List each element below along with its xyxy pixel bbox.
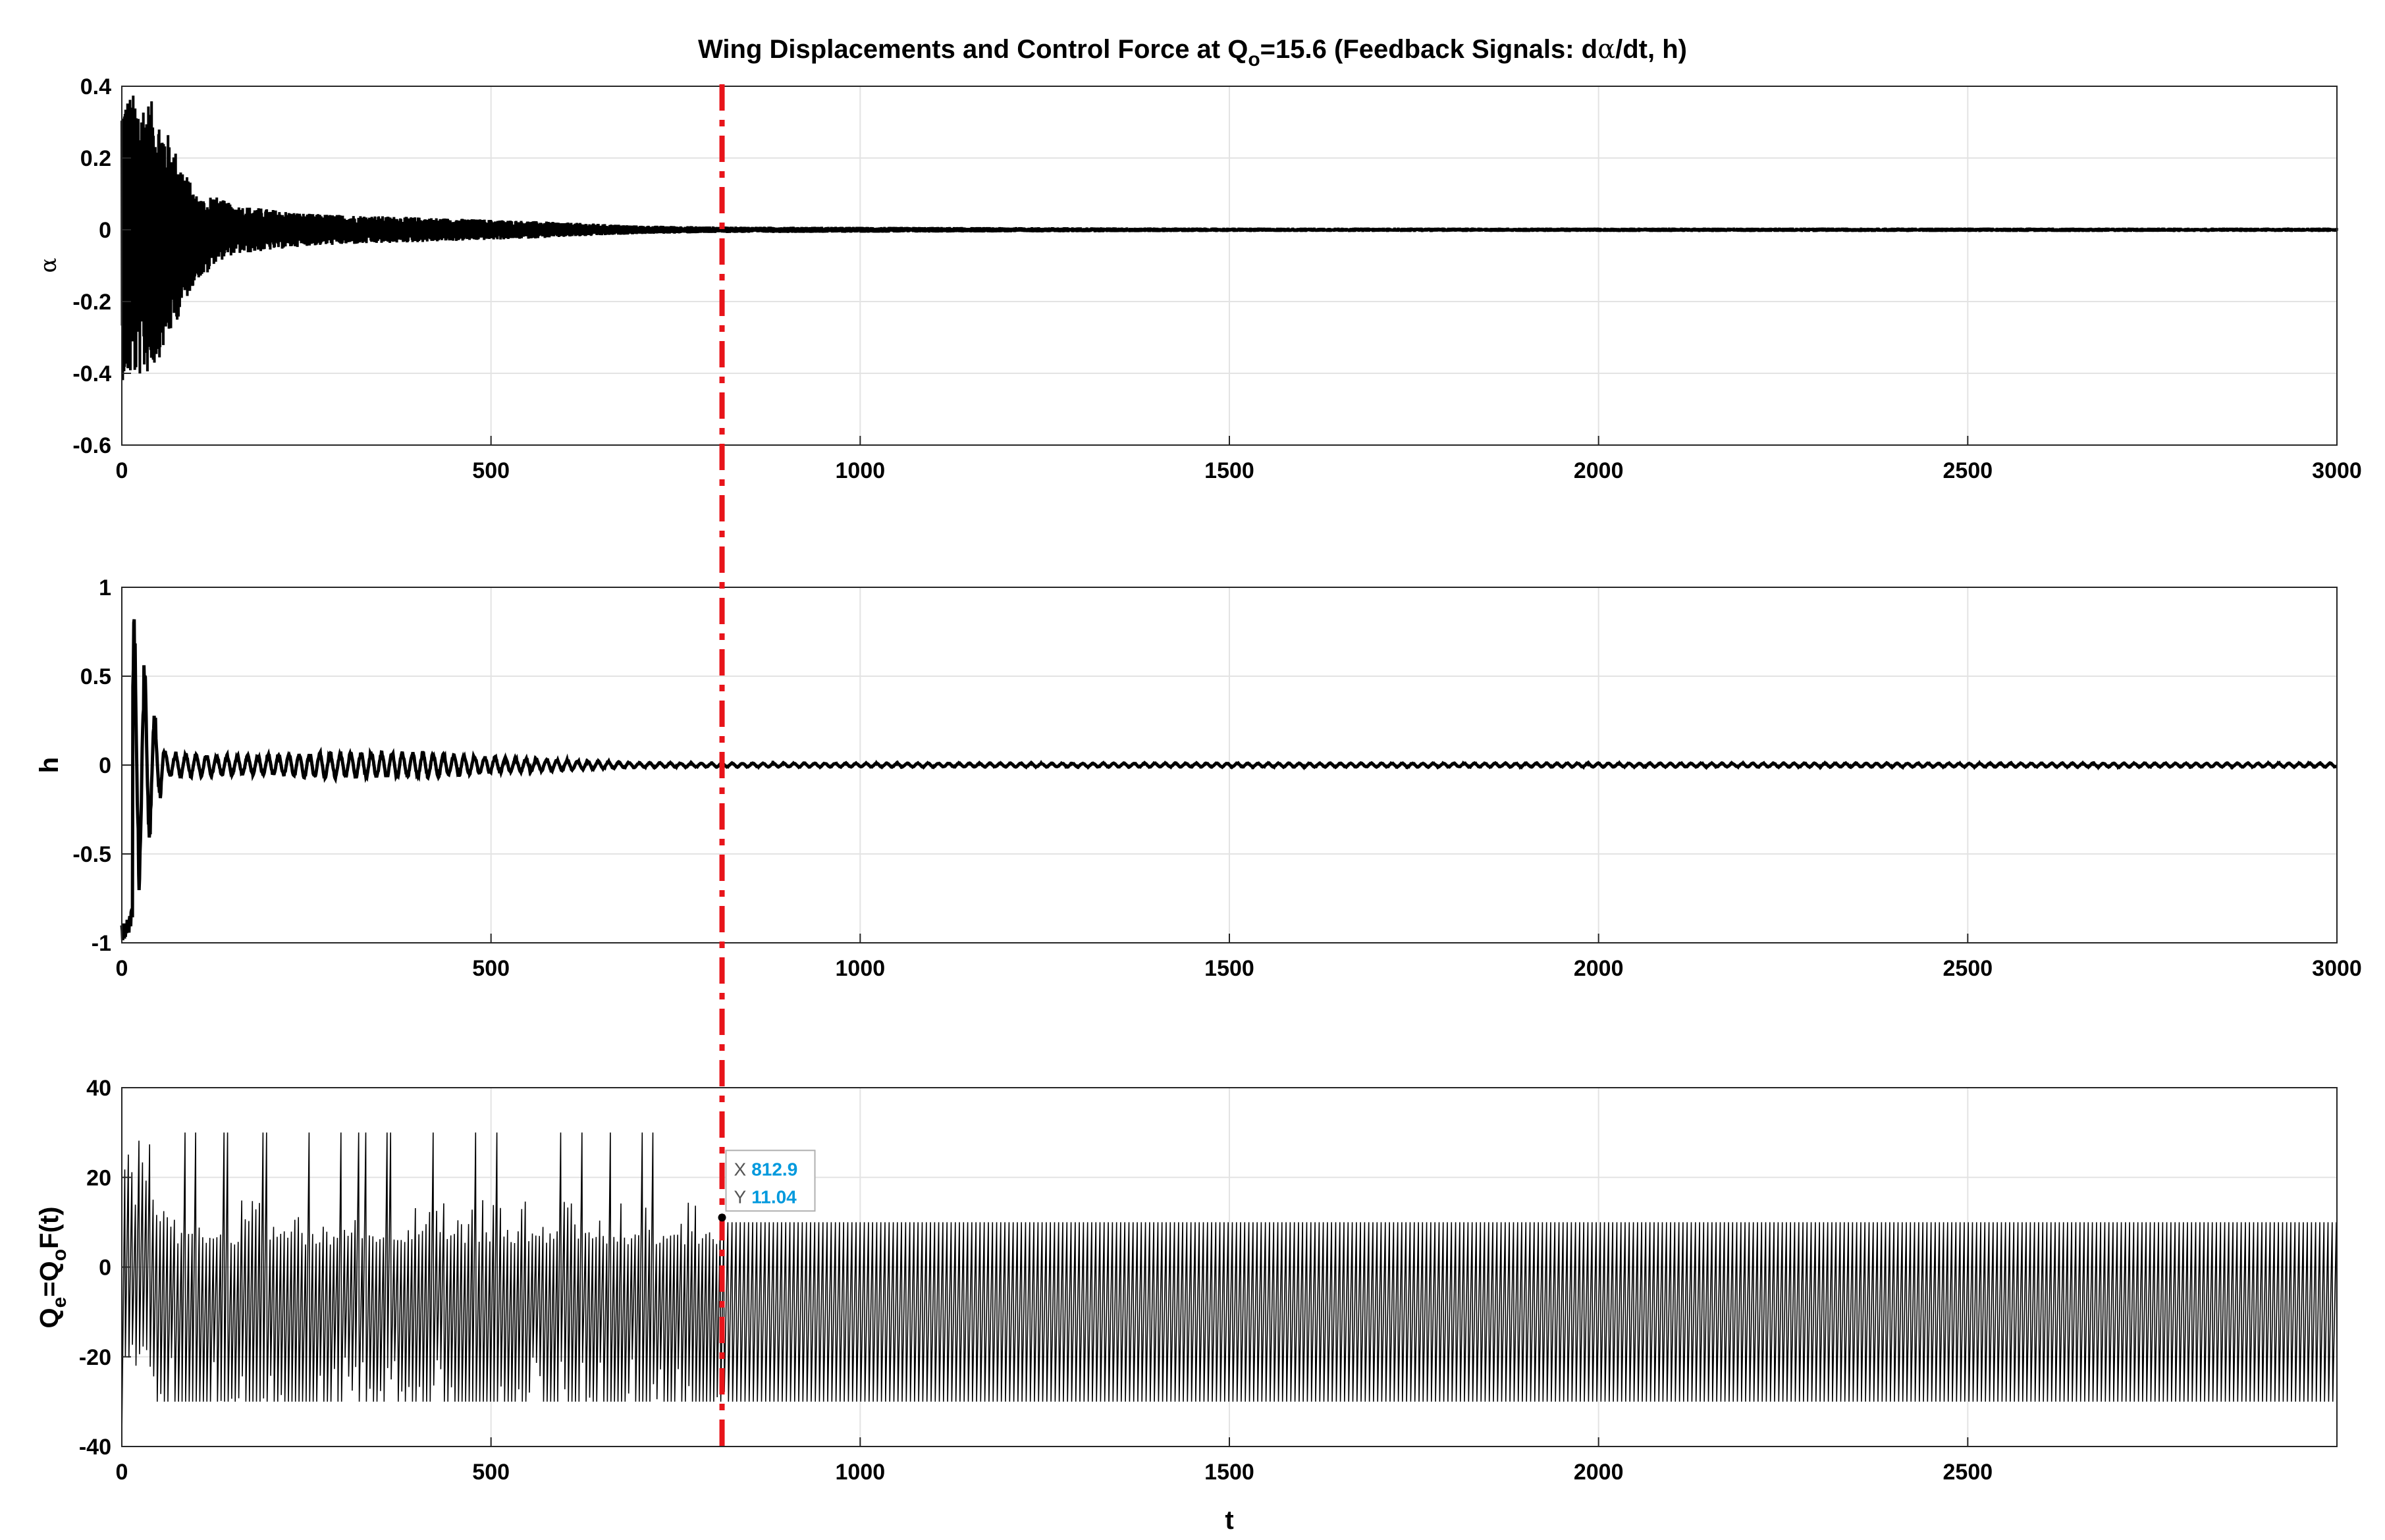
x-tick-label: 500 — [472, 458, 510, 483]
y-tick-label: -0.2 — [72, 290, 111, 315]
datatip[interactable]: X 812.9 Y 11.04 — [718, 1150, 816, 1222]
h-trace — [120, 619, 2338, 941]
y-tick-label: 0.2 — [80, 146, 111, 171]
y-tick-label: 40 — [86, 1076, 111, 1101]
x-tick-label: 2000 — [1574, 956, 1624, 981]
y-tick-label: -20 — [79, 1345, 111, 1370]
alpha-subplot: 0 500 1000 1500 2000 2500 3000 0.4 0.2 0 -0.2 -0.4… — [36, 74, 2362, 483]
x-tick-label: 1500 — [1204, 956, 1254, 981]
y-tick-label: -0.5 — [72, 842, 111, 867]
force-x-label: t — [1225, 1506, 1233, 1535]
alpha-y-label: α — [36, 257, 62, 273]
force-trace — [121, 1132, 2338, 1438]
x-tick-label: 0 — [116, 1460, 128, 1485]
series-line — [121, 1132, 2338, 1438]
datatip-box — [725, 1150, 816, 1212]
control-force-subplot: 0 500 1000 1500 2000 2500 40 20 0 -20 -40 Qe=QoF(… — [35, 1076, 2338, 1535]
force-y-ticks: 40 20 0 -20 -40 — [79, 1076, 131, 1460]
datatip-y: Y 11.04 — [734, 1186, 797, 1207]
y-tick-label: 0.4 — [80, 74, 111, 99]
series-line — [120, 619, 2338, 941]
y-tick-label: 0 — [99, 218, 111, 243]
x-tick-label: 0 — [116, 458, 128, 483]
x-tick-label: 500 — [472, 956, 510, 981]
y-tick-label: -0.6 — [72, 433, 111, 458]
figure-title: Wing Displacements and Control Force at … — [698, 34, 1687, 70]
series-line — [121, 95, 2338, 381]
force-y-label: Qe=QoF(t) — [35, 1206, 70, 1328]
datatip-marker — [718, 1213, 726, 1222]
h-subplot: 0 500 1000 1500 2000 2500 3000 1 0.5 0 -0.5 -1 h — [35, 575, 2362, 981]
x-tick-label: 3000 — [2312, 956, 2362, 981]
y-tick-label: 0.5 — [80, 664, 111, 689]
x-tick-label: 1000 — [836, 956, 886, 981]
y-tick-label: 20 — [86, 1165, 111, 1190]
y-tick-label: -0.4 — [72, 361, 111, 386]
x-tick-label: 2500 — [1943, 458, 1993, 483]
datatip-x: X 812.9 — [734, 1159, 798, 1179]
h-y-label: h — [35, 757, 64, 773]
h-y-ticks: 1 0.5 0 -0.5 -1 — [72, 575, 131, 956]
x-tick-label: 1500 — [1204, 458, 1254, 483]
force-x-ticks: 0 500 1000 1500 2000 2500 — [116, 1437, 1993, 1485]
x-tick-label: 3000 — [2312, 458, 2362, 483]
y-tick-label: -1 — [92, 931, 111, 956]
x-tick-label: 2500 — [1943, 1460, 1993, 1485]
x-tick-label: 2500 — [1943, 956, 1993, 981]
x-tick-label: 2000 — [1574, 1460, 1624, 1485]
x-tick-label: 500 — [472, 1460, 510, 1485]
y-tick-label: -40 — [79, 1435, 111, 1460]
alpha-x-ticks: 0 500 1000 1500 2000 2500 3000 — [116, 436, 2362, 483]
alpha-y-ticks: 0.4 0.2 0 -0.2 -0.4 -0.6 — [72, 74, 131, 458]
y-tick-label: 1 — [99, 575, 111, 600]
x-tick-label: 1000 — [836, 458, 886, 483]
x-tick-label: 1000 — [836, 1460, 886, 1485]
x-tick-label: 0 — [116, 956, 128, 981]
x-tick-label: 1500 — [1204, 1460, 1254, 1485]
h-x-ticks: 0 500 1000 1500 2000 2500 3000 — [116, 934, 2362, 981]
y-tick-label: 0 — [99, 1256, 111, 1281]
y-tick-label: 0 — [99, 753, 111, 778]
x-tick-label: 2000 — [1574, 458, 1624, 483]
alpha-trace — [121, 95, 2338, 381]
